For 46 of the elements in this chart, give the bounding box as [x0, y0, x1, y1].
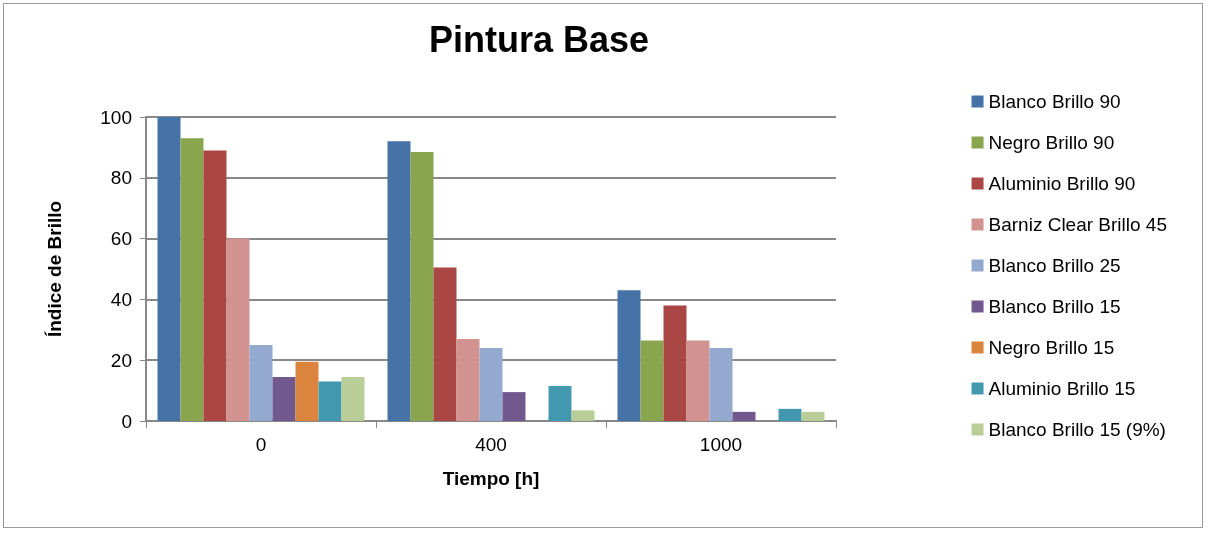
y-tick-label: 80: [110, 167, 132, 189]
bar: [778, 408, 802, 421]
bar: [663, 305, 687, 421]
bar: [341, 376, 365, 421]
bar: [801, 411, 825, 421]
legend-label: Barniz Clear Brillo 45: [988, 214, 1168, 235]
legend-label: Blanco Brillo 25: [988, 255, 1121, 276]
chart-title: Pintura Base: [428, 18, 650, 60]
bar: [548, 386, 572, 421]
bar: [640, 340, 664, 421]
bar: [571, 410, 595, 421]
bar: [272, 376, 296, 421]
bar: [387, 141, 411, 421]
legend-label: Blanco Brillo 90: [988, 91, 1121, 112]
x-tick-label: 400: [475, 434, 507, 455]
bar: [295, 361, 319, 421]
legend-label: Aluminio Brillo 90: [988, 173, 1136, 194]
bar: [249, 345, 273, 421]
bar: [686, 340, 710, 421]
bar: [502, 392, 526, 421]
bar: [410, 151, 434, 421]
y-axis-title: Índice de Brillo: [44, 200, 65, 338]
bar: [226, 238, 250, 421]
y-tick-label: 40: [110, 288, 132, 310]
bar: [732, 411, 756, 421]
bar: [479, 348, 503, 421]
legend-label: Blanco Brillo 15 (9%): [988, 419, 1166, 440]
bar: [318, 381, 342, 421]
legend-label: Aluminio Brillo 15: [988, 378, 1136, 399]
legend-label: Blanco Brillo 15: [988, 296, 1121, 317]
legend-label: Negro Brillo 90: [988, 132, 1115, 153]
bar: [157, 117, 181, 421]
x-tick-label: 1000: [699, 434, 743, 455]
y-tick-label: 20: [110, 349, 132, 371]
bar: [709, 348, 733, 421]
bar: [180, 138, 204, 421]
x-tick-label: 0: [255, 434, 267, 455]
x-axis-title: Tiempo [h]: [442, 468, 540, 489]
legend-label: Negro Brillo 15: [988, 337, 1115, 358]
bar: [456, 338, 480, 421]
bar: [617, 290, 641, 421]
y-tick-label: 100: [100, 106, 132, 128]
y-tick-label: 60: [110, 228, 132, 250]
bar: [203, 150, 227, 421]
y-tick-label: 0: [121, 410, 132, 432]
bar: [433, 267, 457, 421]
